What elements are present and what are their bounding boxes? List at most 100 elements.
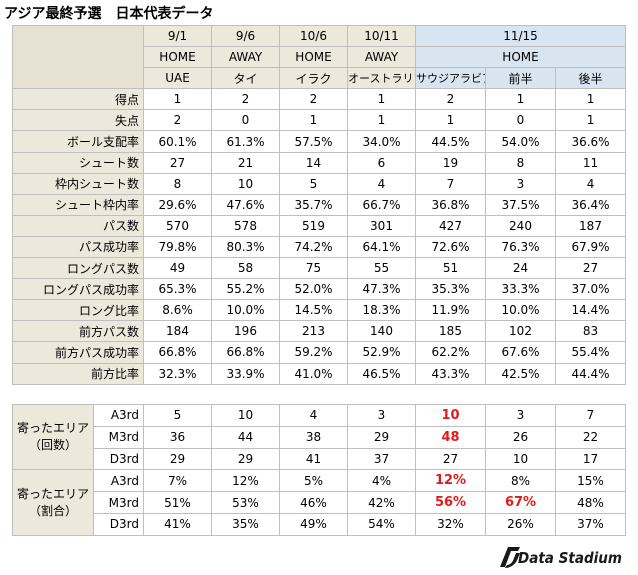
stat-value: 2: [143, 109, 212, 132]
stat-label: ボール支配率: [12, 130, 144, 153]
stat-value: 67.9%: [554, 235, 627, 259]
match-venue: HOME: [279, 46, 348, 69]
stat-value: 10.0%: [211, 299, 280, 322]
page-title: アジア最終予選 日本代表データ: [4, 6, 214, 22]
table-row: ロング比率 8.6% 10.0% 14.5% 18.3% 11.9% 10.0% 14.4%: [12, 299, 627, 322]
stat-value: 32.3%: [143, 362, 212, 385]
stat-value: 24: [485, 257, 556, 280]
stat-value: 65.3%: [143, 278, 212, 301]
area-zone-label: D3rd: [93, 447, 144, 471]
match-venue: AWAY: [211, 46, 280, 69]
stat-value: 11.9%: [415, 299, 486, 322]
stat-value: 55.4%: [554, 341, 627, 364]
area-value: 15%: [555, 469, 626, 493]
stat-label: 失点: [12, 109, 144, 132]
stat-value: 1: [143, 88, 212, 111]
stat-value: 570: [143, 214, 212, 237]
stat-value: 3: [485, 172, 556, 195]
stat-label: パス成功率: [12, 235, 144, 259]
stat-value: 1: [347, 88, 416, 111]
area-value: 32%: [415, 512, 486, 536]
stat-value: 240: [485, 214, 556, 237]
stat-value: 213: [279, 320, 348, 343]
stat-value: 7: [415, 172, 486, 195]
stat-label: シュート枠内率: [12, 193, 144, 216]
stat-value: 83: [554, 320, 627, 343]
stat-value: 36.8%: [415, 193, 486, 216]
area-value: 3: [485, 404, 556, 427]
stat-value: 64.1%: [347, 235, 416, 259]
stat-value: 37.5%: [485, 193, 556, 216]
stat-value: 27: [554, 257, 627, 280]
stat-value: 2: [415, 88, 486, 111]
stat-value: 6: [347, 151, 416, 174]
table-row: 寄ったエリア （回数） A3rd 5 10 4 3 10 3 7: [12, 403, 626, 471]
stat-value: 54.0%: [485, 130, 556, 153]
area-value: 29: [143, 447, 212, 471]
stat-value: 79.8%: [143, 235, 212, 259]
stat-value: 27: [143, 151, 212, 174]
stat-value: 35.7%: [279, 193, 348, 216]
area-value: 3: [347, 404, 416, 427]
area-zone-label: A3rd: [93, 404, 144, 427]
stat-value: 41.0%: [279, 362, 348, 385]
stat-label: シュート数: [12, 151, 144, 174]
stat-value: 14.4%: [554, 299, 627, 322]
stat-value: 578: [211, 214, 280, 237]
area-value: 51%: [143, 491, 212, 514]
stat-value: 196: [211, 320, 280, 343]
stat-value: 8.6%: [143, 299, 212, 322]
header-row-venue: HOME AWAY HOME AWAY HOME: [13, 46, 627, 69]
stat-value: 72.6%: [415, 235, 486, 259]
area-value: 42%: [347, 491, 416, 514]
stat-value: 42.5%: [485, 362, 556, 385]
area-value: 8%: [485, 469, 556, 493]
area-value: 46%: [279, 491, 348, 514]
stat-value: 44.5%: [415, 130, 486, 153]
stat-label: 枠内シュート数: [12, 172, 144, 195]
stat-value: 33.9%: [211, 362, 280, 385]
area-value: 26%: [485, 512, 556, 536]
latest-column-header: サウジアラビア: [415, 67, 486, 90]
table-row: ロングパス成功率 65.3% 55.2% 52.0% 47.3% 35.3% 33.3% 37…: [12, 278, 627, 301]
area-zone-label: D3rd: [93, 512, 144, 536]
match-date: 10/6: [279, 24, 348, 48]
stat-value: 29.6%: [143, 193, 212, 216]
table-row: パス成功率 79.8% 80.3% 74.2% 64.1% 72.6% 76.3% 67.9%: [12, 235, 627, 259]
stat-value: 1: [347, 109, 416, 132]
area-value: 67%: [485, 491, 556, 514]
area-value: 35%: [211, 512, 280, 536]
stat-value: 5: [279, 172, 348, 195]
table-row: M3rd 36 44 38 29 48 26 22: [13, 425, 626, 449]
table-row: 前方比率 32.3% 33.9% 41.0% 46.5% 43.3% 42.5% 44.4%: [12, 362, 627, 385]
stat-value: 60.1%: [143, 130, 212, 153]
stat-value: 0: [211, 109, 280, 132]
stat-value: 66.7%: [347, 193, 416, 216]
area-value: 49%: [279, 512, 348, 536]
table-row: 枠内シュート数 8 10 5 4 7 3 4: [12, 172, 627, 195]
area-group-label-line2: （割合）: [28, 503, 77, 518]
latest-match-date: 11/15: [414, 24, 627, 48]
stat-value: 34.0%: [347, 130, 416, 153]
area-group-label-line1: 寄ったエリア: [16, 421, 89, 436]
table-row: 前方パス成功率 66.8% 66.8% 59.2% 52.9% 62.2% 67.6% 55.…: [12, 341, 627, 364]
stat-value: 59.2%: [279, 341, 348, 364]
area-value: 7: [555, 404, 626, 427]
stat-value: 51: [415, 257, 486, 280]
stat-value: 52.0%: [279, 278, 348, 301]
area-value: 10: [485, 447, 556, 471]
area-value: 12%: [211, 469, 280, 493]
stat-value: 11: [554, 151, 627, 174]
area-value: 37: [347, 447, 416, 471]
stat-value: 1: [485, 88, 556, 111]
stat-value: 2: [211, 88, 280, 111]
stat-value: 21: [211, 151, 280, 174]
stat-value: 8: [485, 151, 556, 174]
data-stadium-logo: Data Stadium: [500, 547, 622, 568]
header-row-date: 9/1 9/6 10/6 10/11 11/15: [12, 24, 627, 90]
table-row: ロングパス数 49 58 75 55 51 24 27: [12, 257, 627, 280]
stat-label: ロングパス成功率: [12, 278, 144, 301]
stat-value: 52.9%: [347, 341, 416, 364]
area-value: 5: [143, 404, 212, 427]
area-value: 41: [279, 447, 348, 471]
